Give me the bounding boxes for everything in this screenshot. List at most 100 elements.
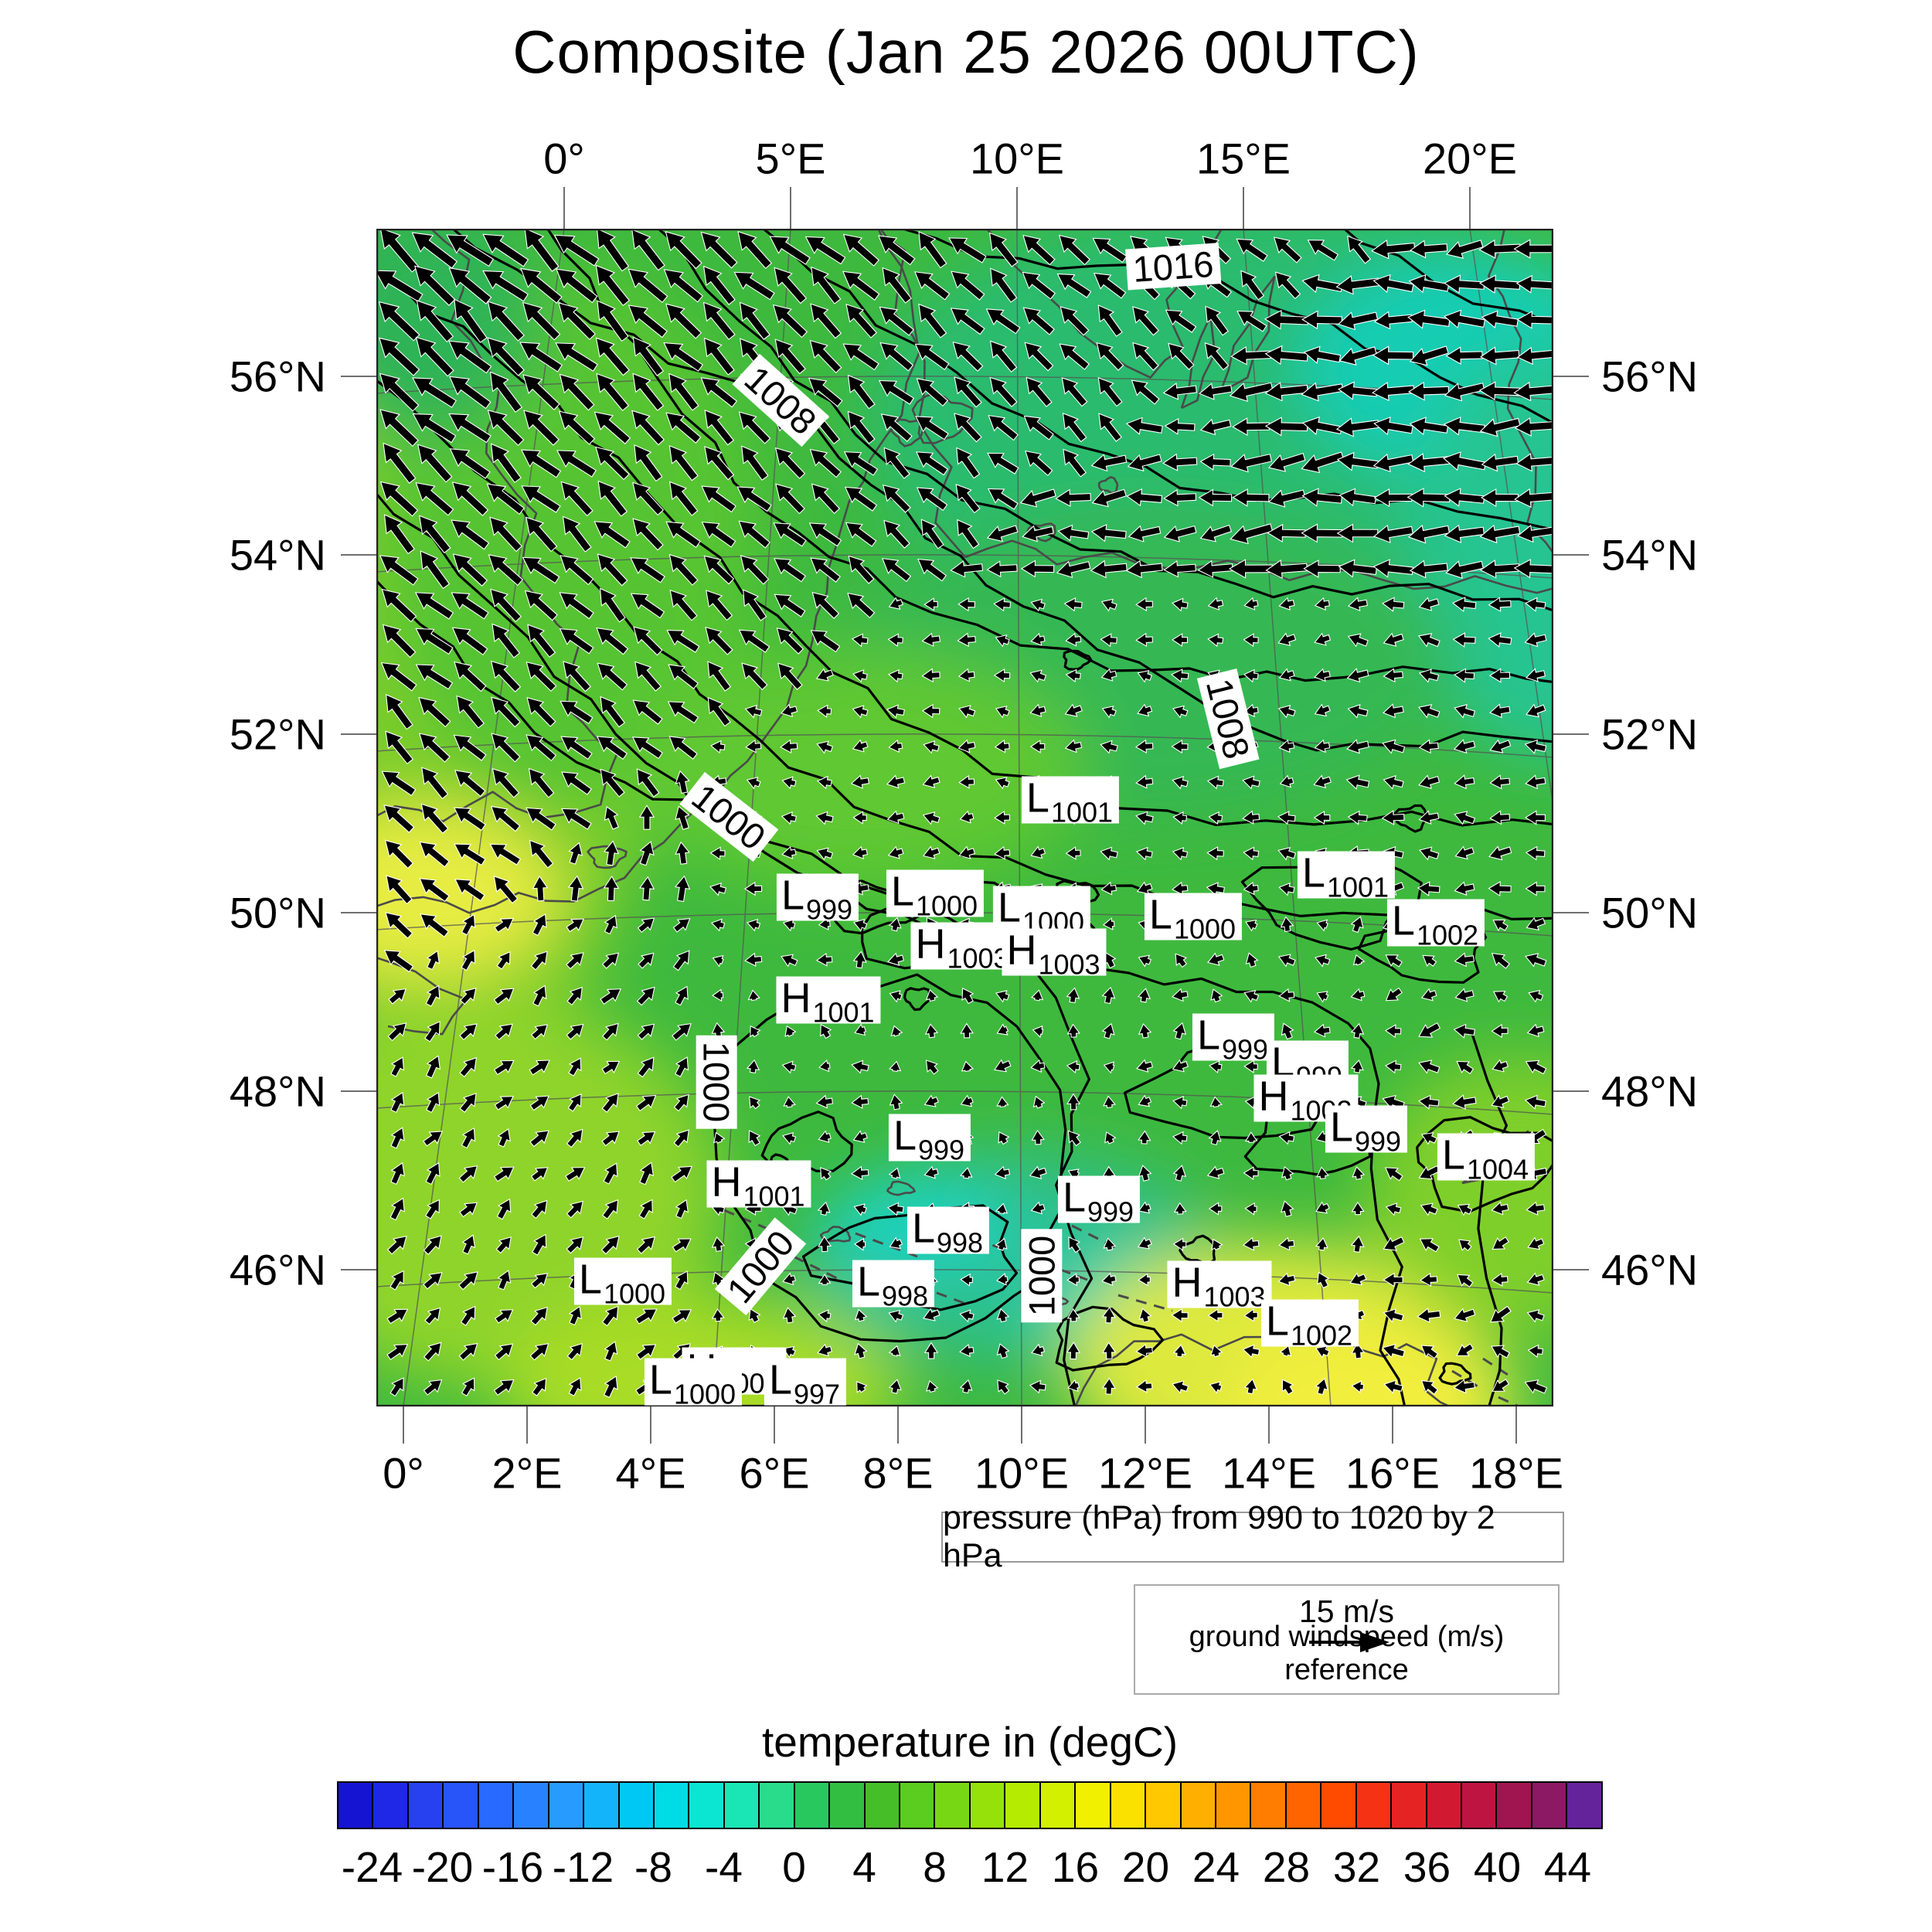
axis-tick — [1515, 1406, 1517, 1444]
wind-reference-speed: 15 m/s — [1298, 1594, 1395, 1629]
colorbar-tick-label: 20 — [1121, 1843, 1170, 1891]
pressure-center-l-label: L999 — [888, 1114, 971, 1164]
contour-value-label: 1000 — [696, 1035, 737, 1129]
colorbar-tick-label: -12 — [552, 1843, 614, 1891]
axis-label-left: 54°N — [229, 530, 326, 580]
colorbar-segment — [1284, 1783, 1321, 1828]
colorbar-tick-label: 32 — [1332, 1843, 1381, 1891]
colorbar-segment — [477, 1783, 513, 1828]
colorbar-segment — [1530, 1783, 1566, 1828]
colorbar-segment — [934, 1783, 969, 1828]
pressure-center-l-label: L1002 — [1260, 1299, 1359, 1349]
colorbar-segment — [583, 1783, 618, 1828]
pressure-center-l-label: L1000 — [644, 1358, 743, 1408]
colorbar-segment — [968, 1783, 1005, 1828]
axis-tick — [341, 376, 376, 377]
colorbar-tick-label: 16 — [1051, 1843, 1100, 1891]
colorbar-tick-label: -24 — [341, 1843, 403, 1891]
axis-tick — [1553, 376, 1589, 377]
pressure-center-l-label: L1000 — [573, 1257, 672, 1308]
colorbar-segment — [828, 1783, 864, 1828]
axis-label-right: 52°N — [1601, 709, 1699, 759]
axis-tick — [526, 1406, 528, 1444]
axis-label-right: 50°N — [1601, 888, 1699, 937]
axis-tick — [1553, 554, 1589, 556]
axis-label-bottom: 2°E — [492, 1448, 563, 1498]
axis-tick — [897, 1406, 899, 1444]
axis-label-bottom: 14°E — [1221, 1448, 1317, 1498]
axis-label-bottom: 4°E — [615, 1448, 686, 1498]
colorbar-tick-label: -16 — [481, 1843, 544, 1891]
axis-tick — [1553, 1269, 1589, 1270]
pressure-center-l-label: L999 — [1192, 1013, 1275, 1063]
axis-tick — [341, 1269, 376, 1270]
pressure-center-l-label: L1001 — [1021, 776, 1120, 826]
weather-map — [376, 229, 1553, 1406]
pressure-center-l-label: L998 — [852, 1260, 935, 1310]
pressure-center-l-label: L1001 — [1297, 851, 1396, 901]
colorbar-segment — [1566, 1783, 1601, 1828]
wind-reference-box: 15 m/s ground windspeed (m/s) reference — [1134, 1584, 1560, 1695]
axis-label-left: 46°N — [229, 1245, 326, 1294]
axis-label-left: 52°N — [229, 709, 326, 759]
colorbar-segment — [652, 1783, 689, 1828]
colorbar-segment — [688, 1783, 723, 1828]
colorbar-segment — [1390, 1783, 1426, 1828]
axis-tick — [790, 187, 791, 229]
colorbar — [337, 1781, 1603, 1829]
contour-value-label: 1000 — [1021, 1229, 1063, 1323]
colorbar-segment — [1214, 1783, 1250, 1828]
axis-tick — [1016, 187, 1018, 229]
axis-tick — [650, 1406, 651, 1444]
colorbar-segment — [793, 1783, 829, 1828]
colorbar-segment — [1425, 1783, 1461, 1828]
wind-reference-arrow-icon — [1309, 1632, 1389, 1652]
axis-label-right: 56°N — [1601, 352, 1699, 401]
axis-tick — [1243, 187, 1244, 229]
colorbar-tick-label: 4 — [852, 1843, 876, 1891]
axis-tick — [774, 1406, 775, 1444]
axis-label-right: 48°N — [1601, 1066, 1699, 1116]
colorbar-title: temperature in (degC) — [761, 1718, 1179, 1766]
pressure-center-l-label: L1004 — [1437, 1133, 1536, 1183]
colorbar-segment — [1039, 1783, 1075, 1828]
axis-tick — [403, 1406, 404, 1444]
axis-label-bottom: 6°E — [739, 1448, 810, 1498]
colorbar-tick-label: -8 — [634, 1843, 672, 1891]
pressure-center-l-label: L999 — [1325, 1105, 1408, 1155]
axis-tick — [341, 733, 376, 735]
axis-tick — [1268, 1406, 1270, 1444]
colorbar-segment — [547, 1783, 583, 1828]
axis-tick — [1469, 187, 1471, 229]
axis-tick — [1553, 912, 1589, 913]
colorbar-tick-label: 28 — [1262, 1843, 1311, 1891]
colorbar-tick-label: 44 — [1543, 1843, 1592, 1891]
colorbar-tick-label: 36 — [1403, 1843, 1451, 1891]
colorbar-tick-label: -4 — [705, 1843, 743, 1891]
page-title: Composite (Jan 25 2026 00UTC) — [512, 18, 1420, 86]
colorbar-segment — [758, 1783, 794, 1828]
axis-label-bottom: 10°E — [974, 1448, 1070, 1498]
colorbar-segment — [512, 1783, 548, 1828]
colorbar-segment — [863, 1783, 899, 1828]
colorbar-segment — [899, 1783, 934, 1828]
axis-tick — [1392, 1406, 1393, 1444]
axis-label-bottom: 16°E — [1345, 1448, 1440, 1498]
pressure-center-h-label: H1001 — [776, 976, 881, 1026]
axis-label-top: 5°E — [755, 134, 826, 183]
colorbar-tick-label: 0 — [782, 1843, 806, 1891]
colorbar-segment — [617, 1783, 653, 1828]
colorbar-segment — [1355, 1783, 1391, 1828]
axis-tick — [1021, 1406, 1022, 1444]
pressure-center-l-label: L997 — [764, 1358, 847, 1408]
axis-label-bottom: 0° — [383, 1448, 424, 1498]
axis-label-bottom: 18°E — [1468, 1448, 1564, 1498]
map-layers — [376, 229, 1553, 1406]
axis-label-left: 48°N — [229, 1066, 326, 1116]
axis-label-right: 46°N — [1601, 1245, 1699, 1294]
colorbar-segment — [1074, 1783, 1110, 1828]
axis-label-left: 56°N — [229, 352, 326, 401]
axis-label-top: 0° — [543, 134, 585, 183]
colorbar-segment — [1320, 1783, 1355, 1828]
